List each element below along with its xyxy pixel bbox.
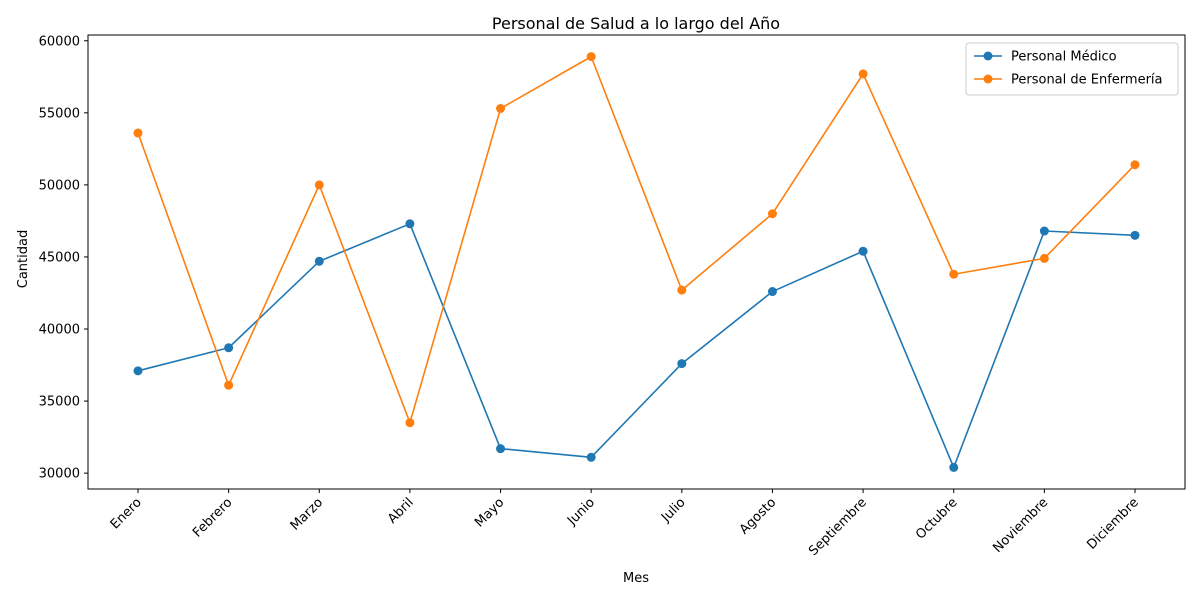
legend-marker [983, 51, 993, 61]
data-point [949, 462, 959, 472]
data-point [314, 180, 324, 190]
legend-marker [983, 74, 993, 84]
data-point [405, 219, 415, 229]
data-point [858, 246, 868, 256]
data-point [677, 285, 687, 295]
data-point [858, 69, 868, 79]
legend: Personal Médico Personal de Enfermería [965, 42, 1179, 96]
series-layer [133, 52, 1140, 472]
series-2 [133, 52, 1140, 428]
legend-item: Personal Médico [974, 50, 1117, 65]
x-axis: Enero Febrero Marzo Abril Mayo Junio Julio Agos… [108, 489, 1142, 559]
data-point [767, 209, 777, 219]
x-tick-label: Marzo [288, 495, 326, 533]
data-point [224, 343, 234, 353]
data-point [496, 444, 506, 454]
data-point [949, 269, 959, 279]
y-tick-label: 45000 [39, 250, 80, 265]
data-point [314, 256, 324, 266]
data-point [767, 287, 777, 297]
y-tick-label: 30000 [39, 467, 80, 482]
data-point [586, 52, 596, 62]
x-tick-label: Diciembre [1084, 495, 1142, 553]
series-line [137, 223, 1136, 469]
data-point [496, 104, 506, 114]
y-axis: 30000 35000 40000 45000 50000 55000 60000 [39, 34, 88, 482]
x-tick-label: Agosto [737, 495, 779, 537]
x-tick-label: Mayo [472, 495, 507, 530]
x-tick-label: Junio [564, 495, 598, 529]
x-tick-label: Julio [658, 495, 689, 526]
x-tick-label: Septiembre [806, 495, 870, 559]
data-point [1039, 253, 1049, 263]
data-point [677, 359, 687, 369]
y-tick-label: 40000 [39, 323, 80, 338]
x-tick-label: Enero [108, 495, 145, 532]
legend-label: Personal Médico [1011, 50, 1117, 65]
data-point [1130, 160, 1140, 170]
series-line [137, 55, 1136, 424]
y-tick-label: 55000 [39, 106, 80, 121]
data-point [405, 418, 415, 428]
x-tick-label: Octubre [913, 495, 960, 542]
y-tick-label: 35000 [39, 395, 80, 410]
data-point [133, 128, 143, 138]
x-tick-label: Noviembre [990, 495, 1051, 556]
plot-area-frame [87, 34, 1186, 490]
x-axis-title: Mes [623, 571, 649, 586]
data-point [133, 366, 143, 376]
legend-item: Personal de Enfermería [974, 73, 1163, 88]
data-point [1039, 226, 1049, 236]
x-tick-label: Abril [385, 495, 417, 527]
legend-frame [965, 42, 1179, 96]
y-axis-title: Cantidad [16, 230, 31, 288]
data-point [1130, 230, 1140, 240]
legend-label: Personal de Enfermería [1011, 73, 1163, 88]
data-point [586, 452, 596, 462]
x-tick-label: Febrero [190, 495, 235, 540]
series-1 [133, 219, 1140, 472]
data-point [224, 380, 234, 390]
y-tick-label: 50000 [39, 178, 80, 193]
y-tick-label: 60000 [39, 34, 80, 49]
chart-title: Personal de Salud a lo largo del Año [492, 14, 780, 33]
